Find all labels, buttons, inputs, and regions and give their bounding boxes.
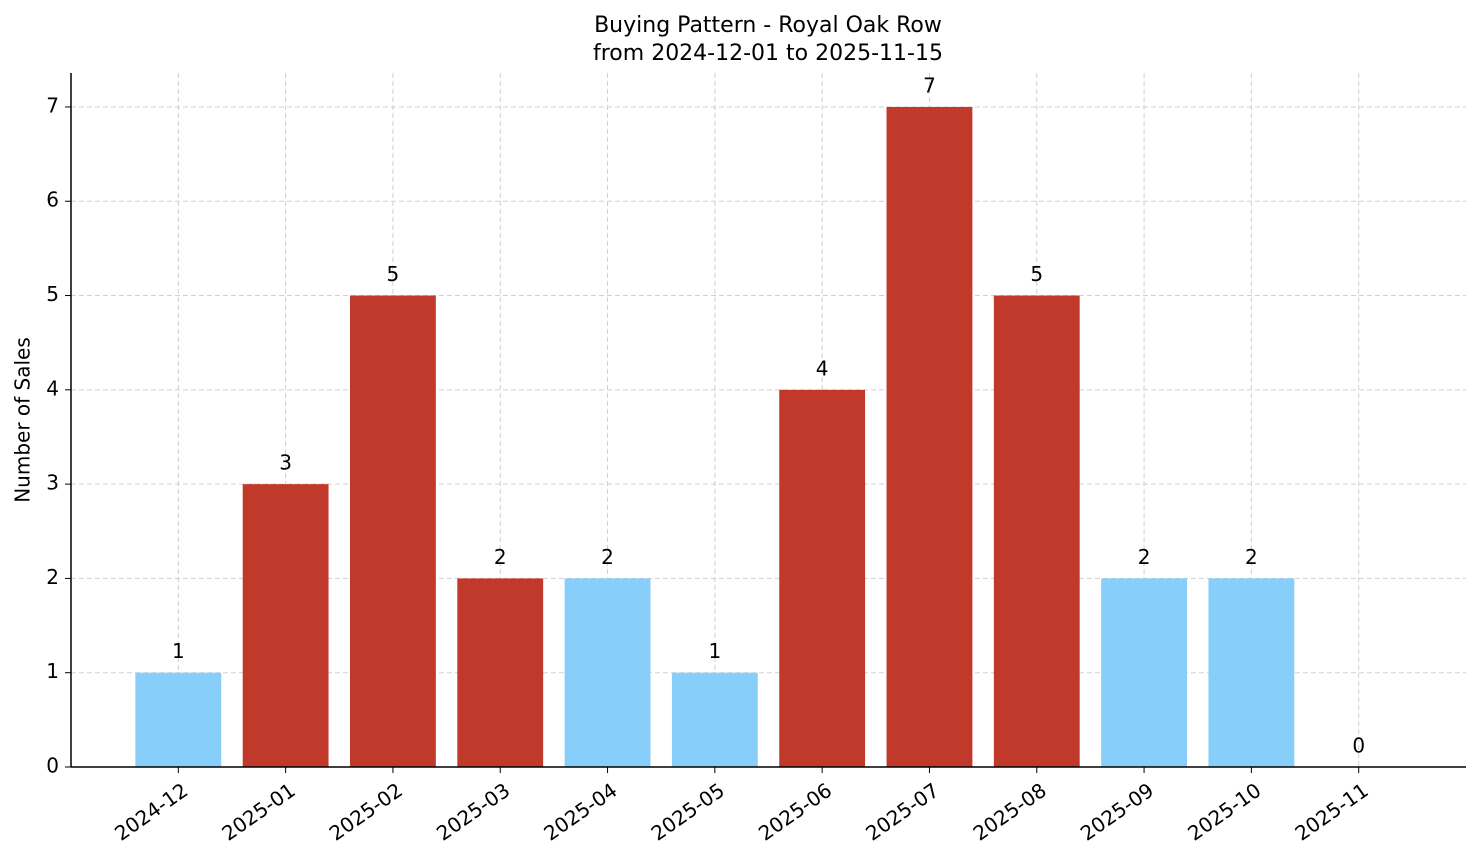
bar bbox=[779, 389, 866, 767]
x-tick-label: 2025-05 bbox=[647, 778, 729, 846]
y-tick-label: 2 bbox=[46, 565, 59, 589]
x-tick-label: 2025-09 bbox=[1076, 778, 1158, 846]
y-tick-label: 5 bbox=[46, 282, 59, 306]
y-tick-label: 6 bbox=[46, 188, 59, 212]
data-label: 2 bbox=[1245, 545, 1258, 569]
bar bbox=[1101, 578, 1187, 767]
data-label: 7 bbox=[923, 73, 936, 97]
bar bbox=[993, 295, 1080, 767]
x-tick-label: 2025-04 bbox=[539, 778, 621, 846]
bar bbox=[350, 295, 436, 767]
data-label: 3 bbox=[279, 451, 292, 475]
x-tick-label: 2025-06 bbox=[754, 778, 836, 846]
bar bbox=[242, 484, 329, 767]
x-tick-label: 2024-12 bbox=[110, 778, 192, 846]
x-tick-label: 2025-03 bbox=[432, 778, 514, 846]
data-label: 1 bbox=[172, 639, 185, 663]
y-axis-label: Number of Sales bbox=[11, 337, 35, 503]
x-tick-label: 2025-07 bbox=[861, 778, 943, 846]
chart-subtitle: from 2024-12-01 to 2025-11-15 bbox=[593, 41, 943, 66]
data-label: 1 bbox=[708, 639, 721, 663]
bar bbox=[564, 578, 651, 767]
x-tick-label: 2025-02 bbox=[325, 778, 407, 846]
data-label: 2 bbox=[601, 545, 614, 569]
x-tick-label: 2025-01 bbox=[217, 778, 299, 846]
chart-title: Buying Pattern - Royal Oak Row bbox=[594, 13, 942, 38]
x-tick-label: 2025-11 bbox=[1290, 778, 1372, 846]
data-label: 2 bbox=[1138, 545, 1151, 569]
y-tick-label: 3 bbox=[46, 471, 59, 495]
data-label: 5 bbox=[387, 262, 400, 286]
data-label: 5 bbox=[1030, 262, 1043, 286]
data-label: 2 bbox=[494, 545, 507, 569]
bar bbox=[671, 672, 758, 767]
y-tick-label: 0 bbox=[46, 754, 59, 778]
y-tick-label: 4 bbox=[46, 376, 59, 400]
y-tick-label: 1 bbox=[46, 659, 59, 683]
bar bbox=[1208, 578, 1295, 767]
bar bbox=[457, 578, 544, 767]
x-tick-label: 2025-10 bbox=[1183, 778, 1265, 846]
data-label: 4 bbox=[816, 356, 829, 380]
bar bbox=[886, 106, 973, 767]
bar bbox=[135, 672, 222, 767]
y-tick-label: 7 bbox=[46, 93, 59, 117]
x-tick-label: 2025-08 bbox=[969, 778, 1051, 846]
data-label: 0 bbox=[1352, 734, 1365, 758]
